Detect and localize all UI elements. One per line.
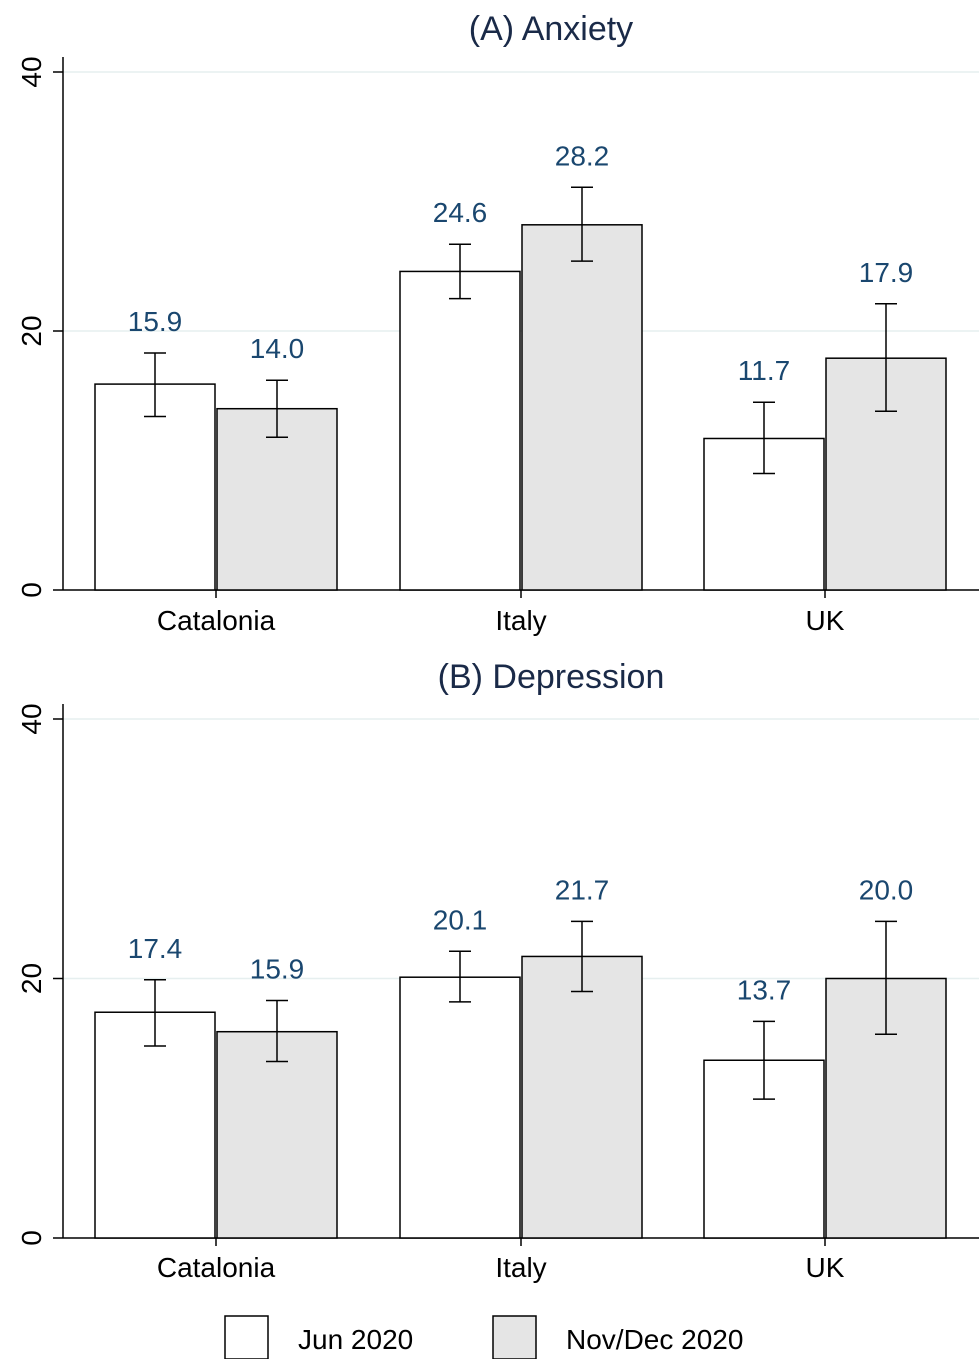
data-label: 24.6 — [433, 197, 488, 228]
x-tick-label: UK — [806, 605, 845, 636]
data-label: 11.7 — [738, 355, 790, 386]
legend-swatch-jun-2020 — [224, 1315, 269, 1359]
y-tick-label: 40 — [16, 703, 47, 734]
bar-italy-jun-2020 — [399, 270, 521, 591]
panel-depression: (B) Depression 0 20 40 17.4 15.9 Catalonia 20.1… — [16, 658, 979, 1283]
legend-label-nov-dec-2020: Nov/Dec 2020 — [566, 1324, 743, 1355]
panel-anxiety: (A) Anxiety 0 20 40 15.9 14.0 Catalonia 24.6 28.… — [16, 10, 979, 636]
bar-italy-nov-dec-2020 — [521, 224, 643, 591]
x-tick-label: UK — [806, 1252, 845, 1283]
chart-title: (B) Depression — [438, 658, 665, 696]
bar-catalonia-nov-dec-2020 — [216, 407, 338, 591]
bar-catalonia-jun-2020 — [94, 383, 216, 591]
data-label: 21.7 — [555, 874, 610, 905]
y-tick-label: 20 — [16, 963, 47, 994]
x-tick-label: Italy — [495, 1252, 546, 1283]
x-tick-label: Catalonia — [157, 605, 276, 636]
data-label: 28.2 — [555, 140, 610, 171]
legend: Jun 2020 Nov/Dec 2020 — [224, 1315, 743, 1359]
data-label: 20.1 — [433, 904, 488, 935]
data-label: 15.9 — [128, 306, 183, 337]
bar-catalonia-nov-dec-2020 — [216, 1030, 338, 1239]
legend-swatch-nov-dec-2020 — [492, 1315, 537, 1359]
bar-italy-nov-dec-2020 — [521, 955, 643, 1239]
y-tick-label: 0 — [16, 582, 47, 598]
data-label: 15.9 — [250, 954, 305, 985]
bar-italy-jun-2020 — [399, 976, 521, 1239]
x-tick-label: Italy — [495, 605, 546, 636]
x-tick-label: Catalonia — [157, 1252, 276, 1283]
data-label: 14.0 — [250, 333, 305, 364]
data-label: 20.0 — [859, 874, 914, 905]
data-label: 17.4 — [128, 933, 183, 964]
y-tick-label: 20 — [16, 315, 47, 346]
chart-title: (A) Anxiety — [469, 10, 633, 48]
y-tick-label: 0 — [16, 1230, 47, 1246]
legend-label-jun-2020: Jun 2020 — [298, 1324, 413, 1355]
data-label: 17.9 — [859, 257, 914, 288]
y-tick-label: 40 — [16, 56, 47, 87]
data-label: 13.7 — [737, 974, 792, 1005]
